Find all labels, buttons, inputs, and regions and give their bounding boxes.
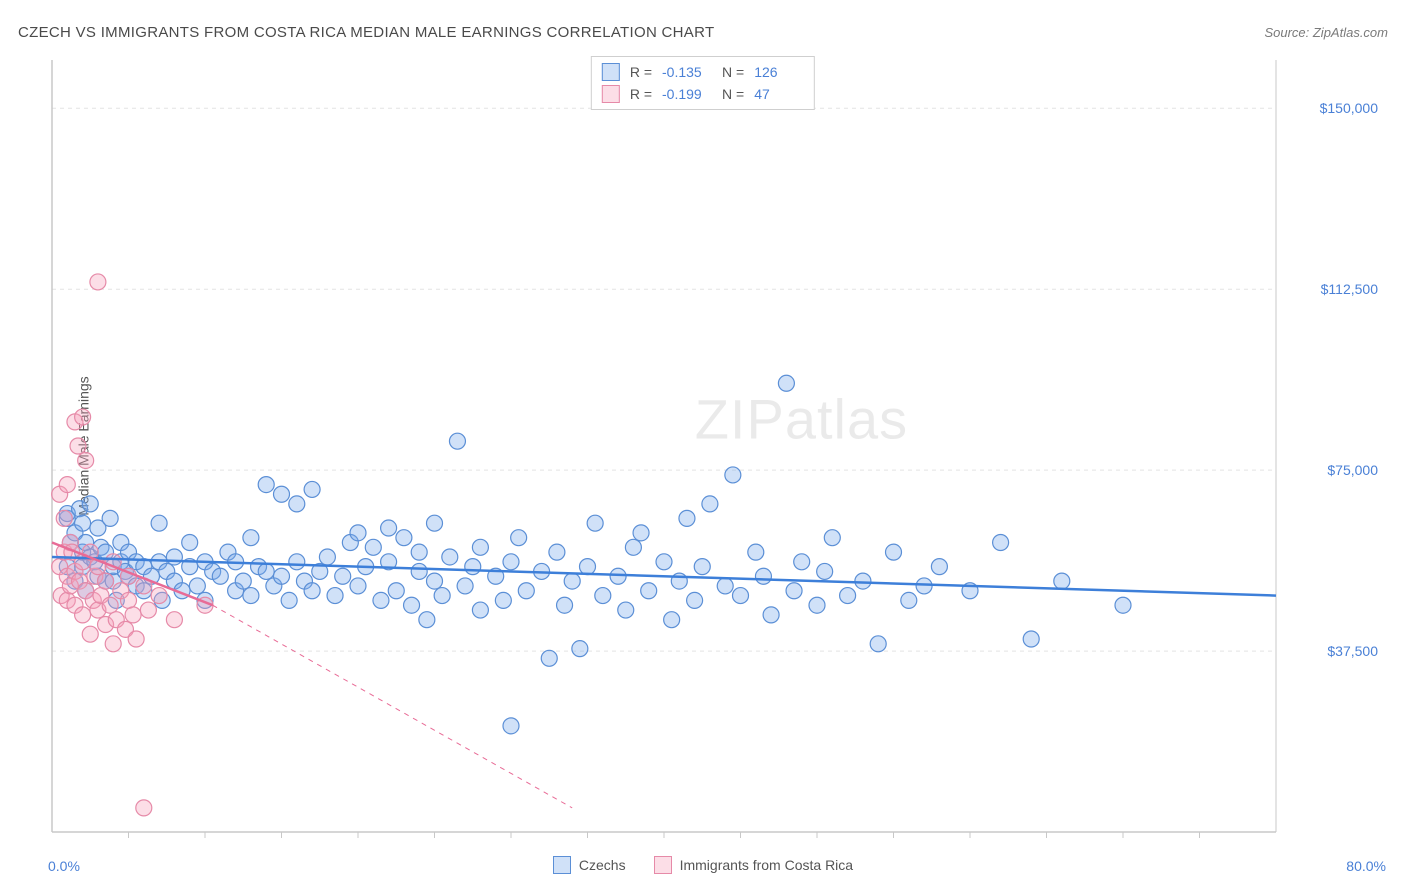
swatch-icon <box>654 856 672 874</box>
series-legend: Czechs Immigrants from Costa Rica <box>0 856 1406 874</box>
scatter-plot <box>48 52 1386 840</box>
source-attribution: Source: ZipAtlas.com <box>1264 25 1388 40</box>
chart-title: CZECH VS IMMIGRANTS FROM COSTA RICA MEDI… <box>18 24 714 41</box>
legend-item-czechs: Czechs <box>553 856 626 874</box>
legend-item-costa-rica: Immigrants from Costa Rica <box>654 856 853 874</box>
swatch-icon <box>553 856 571 874</box>
correlation-legend: R = -0.135 N = 126 R = -0.199 N = 47 <box>591 56 815 110</box>
